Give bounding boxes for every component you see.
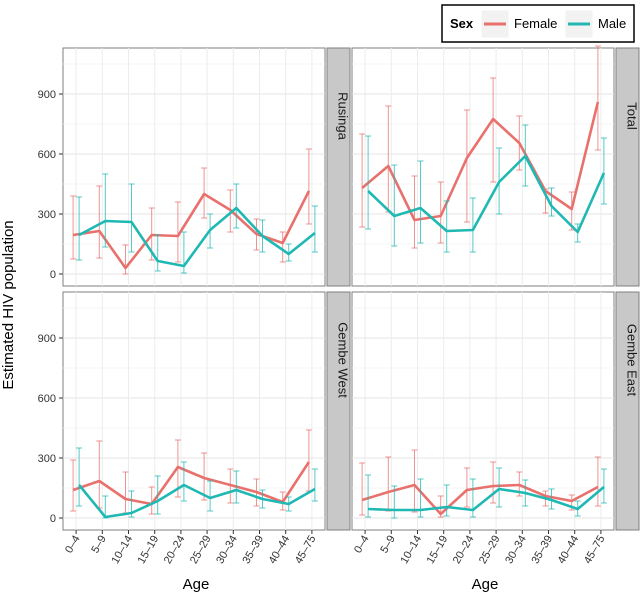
series-line — [78, 483, 316, 519]
panel-background — [62, 47, 326, 287]
y-tick-label: 300 — [38, 209, 56, 221]
x-axis-title-right: Age — [472, 576, 499, 593]
x-tick-label: 0–4 — [352, 534, 372, 556]
x-tick-label: 20–24 — [451, 534, 477, 566]
panel-gembe-east: 0–4 5–9 10–14 15–19 20–24 25–29 30–34 35–39 40–4… — [351, 291, 640, 566]
x-tick-label: 0–4 — [63, 534, 83, 556]
x-tick-label: 30–34 — [503, 534, 529, 566]
series-male — [76, 447, 318, 519]
panel-total: Total — [351, 45, 640, 287]
x-tick-label: 25–29 — [188, 534, 214, 566]
series-line — [368, 486, 605, 512]
series-male — [365, 467, 607, 519]
series-line — [361, 101, 600, 222]
series-line — [72, 190, 311, 270]
facet-strip-label: Total — [625, 102, 640, 130]
series-line — [72, 461, 310, 506]
x-tick-label: 5–9 — [89, 534, 109, 556]
x-tick-label: 45–75 — [582, 534, 608, 566]
facet-strip-label: Gembe West — [336, 322, 351, 398]
x-tick-label: 40–44 — [556, 534, 582, 566]
y-axis-title: Estimated HIV population — [0, 220, 17, 389]
series-line — [367, 154, 606, 234]
series-female — [359, 45, 601, 249]
series-female — [70, 148, 312, 275]
x-tick-label: 35–39 — [240, 534, 266, 566]
y-tick-label: 300 — [38, 453, 56, 465]
x-tick-label: 30–34 — [214, 534, 240, 566]
legend-title: Sex — [450, 16, 474, 31]
facet-strip — [615, 47, 640, 287]
legend: Sex Female Male — [441, 4, 635, 43]
legend-label-male: Male — [598, 16, 626, 31]
x-tick-label: 15–19 — [136, 534, 162, 566]
panel-gembe-west: 0 300 600 900 0–4 5–9 10–14 15–19 20–24 25–29 30–3… — [38, 291, 351, 566]
x-tick-label: 15–19 — [425, 534, 451, 566]
y-tick-label: 600 — [38, 393, 56, 405]
y-tick-label: 900 — [38, 333, 56, 345]
y-tick-label: 600 — [38, 149, 56, 161]
legend-box — [441, 4, 635, 43]
facet-strip — [615, 291, 640, 531]
series-male — [365, 124, 607, 253]
facet-strip-label: Rusinga — [336, 92, 351, 140]
facet-strip-label: Gembe East — [625, 324, 640, 397]
panel-rusinga: 0 300 600 900 Rusinga — [38, 47, 351, 287]
x-tick-label: 25–29 — [477, 534, 503, 566]
x-tick-label: 10–14 — [398, 534, 424, 566]
series-line — [78, 206, 316, 268]
facet-strip — [326, 291, 351, 531]
series-line — [361, 483, 599, 516]
x-tick-label: 5–9 — [378, 534, 398, 556]
y-tick-label: 0 — [50, 513, 56, 525]
x-axis-title-left: Age — [183, 576, 210, 593]
x-tick-label: 10–14 — [109, 534, 135, 566]
series-female — [70, 429, 312, 515]
series-male — [76, 173, 318, 274]
legend-label-female: Female — [514, 16, 557, 31]
x-tick-label: 20–24 — [162, 534, 188, 566]
x-tick-label: 40–44 — [267, 534, 293, 566]
facet-strip — [326, 47, 351, 287]
x-tick-label: 45–75 — [293, 534, 319, 566]
y-tick-label: 0 — [50, 269, 56, 281]
x-tick-label: 35–39 — [529, 534, 555, 566]
y-tick-label: 900 — [38, 89, 56, 101]
